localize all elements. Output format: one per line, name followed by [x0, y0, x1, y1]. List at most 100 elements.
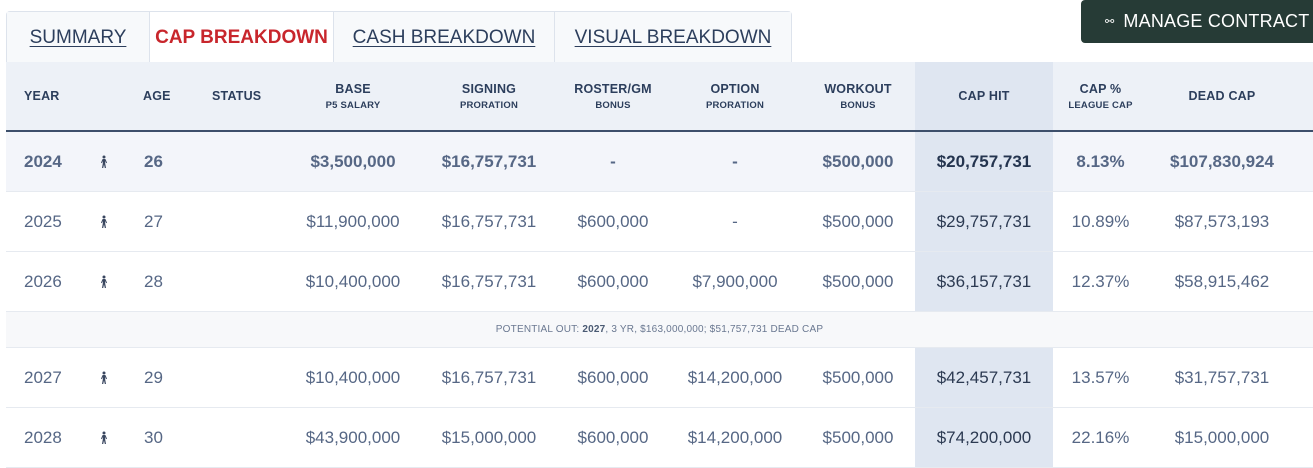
dead-cap-value: $15,000,000 [1174, 427, 1270, 447]
potential-out-year: 2027 [582, 324, 606, 335]
status-cell [212, 192, 292, 251]
table-body: 2024 26 $3,500,000 $16,757,731 - - $500,… [6, 132, 1313, 468]
cap-pct-value: 12.37% [1071, 271, 1130, 291]
dead-cap-value: $58,915,462 [1174, 271, 1270, 291]
base-cell: $3,500,000 [288, 132, 418, 191]
player-figure-icon [101, 252, 113, 311]
potential-out-label: POTENTIAL OUT: [495, 324, 580, 335]
signing-value: $15,000,000 [441, 427, 537, 447]
option-value: - [732, 151, 738, 171]
header-base-label: BASE [335, 81, 371, 96]
dead-cap-cell: $15,000,000 [1151, 408, 1293, 467]
header-workout-sub: BONUS [840, 99, 876, 111]
header-age[interactable]: AGE [143, 62, 203, 130]
year-value: 2027 [24, 367, 62, 387]
header-dead-cap-label: DEAD CAP [1188, 89, 1256, 103]
option-value: $14,200,000 [687, 367, 783, 387]
roster-value: $600,000 [577, 271, 649, 291]
tab-cash-breakdown[interactable]: CASH BREAKDOWN [334, 12, 555, 63]
header-status-label: STATUS [212, 89, 262, 103]
tab-cap-breakdown[interactable]: CAP BREAKDOWN [150, 12, 334, 63]
base-value: $3,500,000 [310, 151, 396, 171]
dead-cap-value: $87,573,193 [1174, 211, 1270, 231]
header-year[interactable]: YEAR [24, 62, 114, 130]
header-signing-sub: PRORATION [459, 99, 519, 111]
roster-value: $600,000 [577, 211, 649, 231]
option-value: $14,200,000 [687, 427, 783, 447]
roster-value: $600,000 [577, 367, 649, 387]
header-signing[interactable]: SIGNING PRORATION [424, 62, 554, 130]
roster-value: - [610, 151, 616, 171]
base-cell: $11,900,000 [288, 192, 418, 251]
link-icon: ⚯ [1105, 16, 1115, 28]
age-value: 26 [144, 151, 163, 171]
dead-cap-cell: $31,757,731 [1151, 348, 1293, 407]
age-cell: 27 [144, 192, 194, 251]
option-value: $7,900,000 [692, 271, 778, 291]
base-value: $10,400,000 [305, 367, 401, 387]
header-cap-pct-label: CAP % [1079, 81, 1122, 96]
table-row: 2028 30 $43,900,000 $15,000,000 $600,000… [6, 408, 1313, 468]
cap-pct-value: 8.13% [1076, 151, 1125, 171]
workout-value: $500,000 [822, 211, 894, 231]
status-cell [212, 132, 292, 191]
workout-value: $500,000 [822, 151, 894, 171]
header-year-label: YEAR [24, 89, 60, 103]
cap-breakdown-table: YEAR AGE STATUS BASE P5 SALARY SIGNING P… [6, 62, 1313, 468]
dead-cap-value: $107,830,924 [1170, 151, 1274, 171]
workout-cell: $500,000 [798, 132, 918, 191]
base-value: $10,400,000 [305, 271, 401, 291]
manage-contract-label: MANAGE CONTRACT [1123, 11, 1310, 31]
signing-cell: $16,757,731 [424, 192, 554, 251]
header-dead-cap[interactable]: DEAD CAP [1151, 62, 1293, 130]
player-figure-icon [101, 348, 113, 407]
cap-hit-cell: $36,157,731 [915, 252, 1053, 311]
option-cell: - [675, 132, 795, 191]
header-roster-gm[interactable]: ROSTER/GM BONUS [553, 62, 673, 130]
header-cap-hit[interactable]: CAP HIT [915, 62, 1053, 130]
workout-cell: $500,000 [798, 252, 918, 311]
player-figure-icon [101, 408, 113, 467]
header-cap-pct[interactable]: CAP % LEAGUE CAP [1053, 62, 1148, 130]
table-row: 2024 26 $3,500,000 $16,757,731 - - $500,… [6, 132, 1313, 192]
cap-hit-cell: $42,457,731 [915, 348, 1053, 407]
header-status[interactable]: STATUS [212, 62, 302, 130]
header-base[interactable]: BASE P5 SALARY [288, 62, 418, 130]
dead-cap-cell: $58,915,462 [1151, 252, 1293, 311]
tab-summary[interactable]: SUMMARY [7, 12, 150, 63]
option-cell: - [675, 192, 795, 251]
workout-cell: $500,000 [798, 192, 918, 251]
option-cell: $7,900,000 [675, 252, 795, 311]
year-cell: 2028 [24, 408, 114, 467]
roster-value: $600,000 [577, 427, 649, 447]
signing-cell: $16,757,731 [424, 132, 554, 191]
workout-value: $500,000 [822, 271, 894, 291]
signing-value: $16,757,731 [441, 271, 537, 291]
cap-pct-value: 10.89% [1071, 211, 1130, 231]
option-cell: $14,200,000 [675, 348, 795, 407]
potential-out-note: POTENTIAL OUT: 2027, 3 YR, $163,000,000;… [6, 312, 1313, 348]
roster-cell: $600,000 [553, 408, 673, 467]
age-value: 30 [144, 427, 163, 447]
age-cell: 30 [144, 408, 194, 467]
age-value: 29 [144, 367, 163, 387]
roster-cell: $600,000 [553, 252, 673, 311]
cap-pct-value: 13.57% [1071, 367, 1130, 387]
option-value: - [732, 211, 738, 231]
year-value: 2025 [24, 211, 62, 231]
year-value: 2026 [24, 271, 62, 291]
table-row: 2027 29 $10,400,000 $16,757,731 $600,000… [6, 348, 1313, 408]
cap-hit-cell: $29,757,731 [915, 192, 1053, 251]
header-workout[interactable]: WORKOUT BONUS [798, 62, 918, 130]
age-value: 28 [144, 271, 163, 291]
tab-visual-breakdown[interactable]: VISUAL BREAKDOWN [555, 12, 791, 63]
header-base-sub: P5 SALARY [325, 99, 381, 111]
year-cell: 2025 [24, 192, 114, 251]
manage-contract-button[interactable]: ⚯ MANAGE CONTRACT [1081, 0, 1313, 43]
roster-cell: $600,000 [553, 192, 673, 251]
status-cell [212, 408, 292, 467]
cap-pct-cell: 22.16% [1053, 408, 1148, 467]
header-option[interactable]: OPTION PRORATION [675, 62, 795, 130]
year-cell: 2024 [24, 132, 114, 191]
workout-cell: $500,000 [798, 408, 918, 467]
